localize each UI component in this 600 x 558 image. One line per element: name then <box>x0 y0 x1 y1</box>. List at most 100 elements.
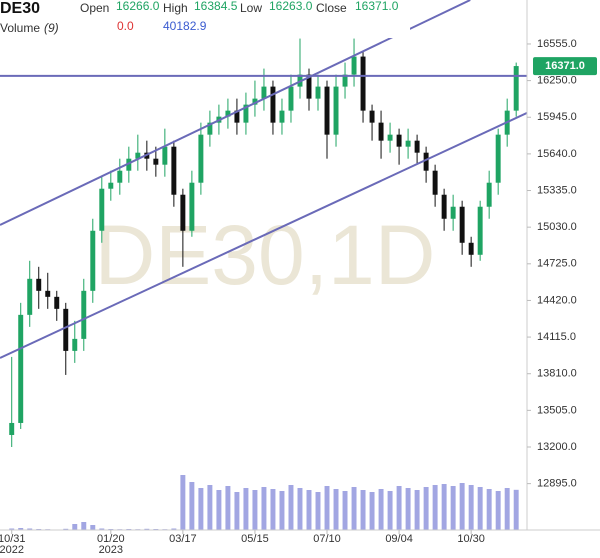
volume-bar <box>288 485 294 530</box>
candle-body <box>99 188 105 231</box>
candle-body <box>324 86 330 135</box>
open-label: Open <box>80 1 109 15</box>
volume-bar <box>234 492 240 530</box>
candle-body <box>342 74 348 87</box>
candle-body <box>369 110 375 123</box>
x-tick-label: 01/20 <box>97 533 125 545</box>
volume-bar <box>333 489 339 530</box>
volume-bar <box>324 486 330 530</box>
watermark-layer: DE30,1D <box>95 208 436 302</box>
trend-line <box>0 112 527 359</box>
volume-bar <box>9 528 15 530</box>
volume-bar <box>513 489 519 530</box>
volume-bar <box>396 486 402 530</box>
volume-bar <box>423 487 429 530</box>
candle-body <box>450 206 456 219</box>
volume-bar <box>459 483 465 530</box>
volume-bar <box>171 528 177 530</box>
volume-bar <box>81 522 87 530</box>
volume-bar <box>297 488 303 530</box>
candle-body <box>513 66 519 111</box>
volume-bar <box>180 475 186 530</box>
volume-bar <box>63 528 69 530</box>
x-tick-label: 07/10 <box>313 533 341 545</box>
volume-bar <box>243 488 249 530</box>
header-bg <box>0 0 410 38</box>
volume-value-b: 40182.9 <box>163 19 207 33</box>
candle-body <box>225 110 231 117</box>
y-tick-label: 15640.0 <box>537 148 577 160</box>
candle-body <box>288 86 294 111</box>
y-tick-label: 12895.0 <box>537 478 577 490</box>
candle-body <box>279 110 285 123</box>
volume-bar <box>207 485 213 530</box>
header: DE30 Open 16266.0 High 16384.5 Low 16263… <box>0 0 410 38</box>
volume-bar <box>279 491 285 530</box>
candle-body <box>36 278 42 291</box>
candle-body <box>261 86 267 99</box>
volume-bar <box>351 487 357 530</box>
candle-body <box>108 182 114 189</box>
volume-bar <box>468 485 474 530</box>
candle-body <box>45 290 51 297</box>
candle-body <box>486 182 492 207</box>
y-tick-label: 15945.0 <box>537 111 577 123</box>
candle-body <box>351 56 357 75</box>
candle-body <box>495 134 501 183</box>
x-tick-label: 03/17 <box>169 533 197 545</box>
candle-body <box>459 206 465 243</box>
volume-bar <box>198 488 204 530</box>
candle-body <box>378 122 384 141</box>
last-price-label: 16371.0 <box>545 60 585 72</box>
volume-value-a: 0.0 <box>117 19 134 33</box>
candle-body <box>27 278 33 315</box>
candle-body <box>405 140 411 147</box>
volume-bar <box>216 490 222 530</box>
candle-body <box>180 194 186 231</box>
candle-body <box>117 170 123 183</box>
x-tick-label: 09/04 <box>385 533 413 545</box>
volume-bar <box>369 492 375 530</box>
volume-bar <box>99 528 105 530</box>
volume-bar <box>387 491 393 530</box>
candle-body <box>126 158 132 171</box>
candle-body <box>207 122 213 135</box>
volume-bar <box>144 528 150 530</box>
candle-body <box>315 86 321 99</box>
y-tick-label: 13200.0 <box>537 441 577 453</box>
volume-bar <box>414 490 420 530</box>
candle-body <box>189 182 195 231</box>
volume-bar <box>477 487 483 530</box>
year-label: 2023 <box>99 544 123 556</box>
y-tick-label: 15335.0 <box>537 184 577 196</box>
volume-bar <box>72 524 78 530</box>
candle-body <box>234 110 240 123</box>
y-tick-label: 14420.0 <box>537 294 577 306</box>
volume-bar <box>360 490 366 530</box>
close-value: 16371.0 <box>355 0 399 13</box>
candle-body <box>81 290 87 339</box>
y-tick-label: 15030.0 <box>537 221 577 233</box>
y-tick-label: 13505.0 <box>537 404 577 416</box>
candle-body <box>198 134 204 183</box>
candle-body <box>18 314 24 423</box>
x-tick-label: 10/31 <box>0 533 25 545</box>
plot-area <box>0 0 527 530</box>
volume-bar <box>189 482 195 530</box>
candle-body <box>306 74 312 99</box>
volume-bar <box>342 491 348 530</box>
x-tick-label: 10/30 <box>457 533 485 545</box>
volume-bar <box>306 490 312 530</box>
open-value: 16266.0 <box>116 0 160 13</box>
y-tick-label: 16250.0 <box>537 75 577 87</box>
high-value: 16384.5 <box>194 0 238 13</box>
candle-body <box>387 134 393 141</box>
candle-body <box>171 146 177 195</box>
watermark: DE30,1D <box>95 208 436 302</box>
volume-bar <box>378 489 384 530</box>
volume-bar <box>441 484 447 530</box>
candle-body <box>477 206 483 255</box>
year-label: 2022 <box>0 544 24 556</box>
